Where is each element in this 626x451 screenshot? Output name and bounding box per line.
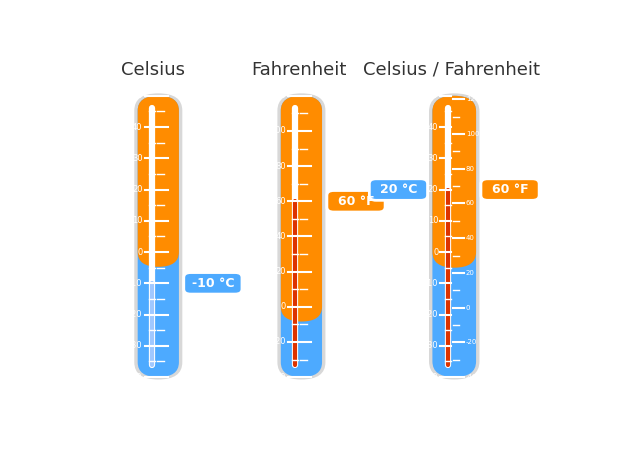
Text: 100: 100 [270, 126, 285, 135]
Text: 60 °F: 60 °F [491, 183, 528, 196]
FancyBboxPatch shape [135, 93, 182, 379]
Text: -40: -40 [425, 373, 438, 382]
FancyBboxPatch shape [433, 96, 476, 377]
FancyBboxPatch shape [138, 96, 179, 267]
Text: 60 °F: 60 °F [337, 195, 374, 208]
Text: 60: 60 [275, 197, 285, 206]
Text: 20: 20 [132, 185, 143, 194]
Text: -20: -20 [466, 339, 477, 345]
Text: 20: 20 [275, 267, 285, 276]
Text: -30: -30 [424, 341, 438, 350]
Text: -20: -20 [129, 310, 143, 319]
Text: -10: -10 [129, 279, 143, 288]
Text: 120: 120 [466, 96, 479, 102]
Text: 40: 40 [428, 123, 438, 132]
Text: -10: -10 [425, 279, 438, 288]
Text: 0: 0 [433, 248, 438, 257]
Text: 50: 50 [132, 91, 143, 100]
FancyBboxPatch shape [433, 96, 476, 268]
Text: -40: -40 [466, 374, 477, 380]
Text: -40: -40 [129, 373, 143, 382]
Text: 40: 40 [275, 232, 285, 241]
FancyBboxPatch shape [184, 272, 242, 294]
Text: °C: °C [419, 84, 430, 93]
FancyBboxPatch shape [281, 96, 322, 377]
Text: 0: 0 [280, 302, 285, 311]
Text: 10: 10 [132, 216, 143, 226]
Text: 0: 0 [137, 248, 143, 257]
Text: 40: 40 [466, 235, 475, 241]
FancyBboxPatch shape [138, 96, 179, 377]
Text: 20: 20 [466, 270, 475, 276]
Text: 80: 80 [466, 166, 475, 172]
Text: °F: °F [478, 84, 489, 93]
Text: -20: -20 [425, 310, 438, 319]
Text: Celsius / Fahrenheit: Celsius / Fahrenheit [363, 61, 540, 79]
Text: 40: 40 [132, 123, 143, 132]
FancyBboxPatch shape [281, 96, 322, 322]
Text: 30: 30 [428, 154, 438, 163]
Text: -40: -40 [272, 373, 285, 382]
Text: 20 °C: 20 °C [380, 183, 417, 196]
Text: 100: 100 [466, 131, 480, 137]
Text: °C: °C [124, 84, 135, 93]
Text: 120: 120 [270, 91, 285, 100]
Text: -30: -30 [129, 341, 143, 350]
Text: °F: °F [268, 84, 279, 93]
FancyBboxPatch shape [277, 93, 326, 379]
FancyBboxPatch shape [429, 93, 480, 379]
Text: Fahrenheit: Fahrenheit [251, 61, 347, 79]
Text: 80: 80 [275, 161, 285, 170]
Text: 0: 0 [466, 304, 470, 311]
Text: 60: 60 [466, 200, 475, 207]
Text: 10: 10 [428, 216, 438, 226]
FancyBboxPatch shape [369, 179, 428, 200]
Text: -10 °C: -10 °C [192, 277, 234, 290]
Text: 30: 30 [132, 154, 143, 163]
FancyBboxPatch shape [327, 190, 385, 212]
FancyBboxPatch shape [481, 179, 539, 200]
Text: -20: -20 [272, 337, 285, 346]
Text: 50: 50 [428, 91, 438, 100]
Text: 20: 20 [428, 185, 438, 194]
Text: Celsius: Celsius [121, 61, 185, 79]
